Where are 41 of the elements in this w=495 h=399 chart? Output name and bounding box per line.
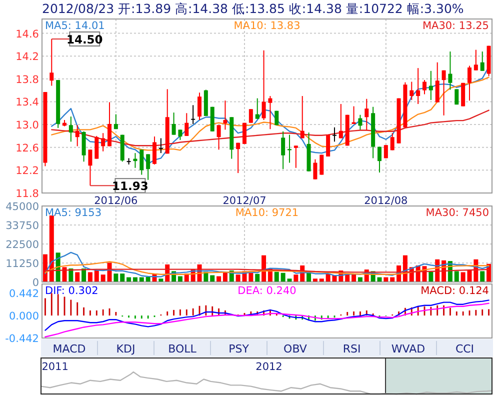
y-tick-label: 12.6 [16, 142, 40, 154]
text: DIF: 0.302 [45, 285, 98, 297]
x-tick-label: 2011 [42, 361, 68, 373]
category-label: WVAD [391, 342, 426, 356]
category-label: KDJ [116, 342, 136, 356]
series-label: MACD: 0.124 [420, 285, 490, 297]
x-tick-label: 2012/07 [222, 195, 266, 207]
y-tick-label: 33750 [6, 220, 39, 232]
x-tick-label: 2012 [256, 361, 282, 373]
category-label: OBV [284, 342, 308, 356]
y-tick-label: 0 [32, 277, 39, 289]
category-label: PSY [228, 342, 250, 356]
chart-title: 2012/08/23 开:13.89 高:14.38 低:13.85 收:14.38 量:10722 幅:3.30% [42, 1, 464, 16]
y-tick-label: 14.6 [16, 28, 40, 40]
y-tick-label: 14.2 [16, 51, 39, 64]
annotation: 11.93 [112, 179, 148, 194]
y-tick-label: 13.0 [16, 120, 39, 132]
category-label: CCI [455, 342, 474, 356]
y-tick-label: 0.000 [8, 310, 39, 323]
text: MA30: 13.25 [422, 20, 489, 32]
category-label: BOLL [168, 342, 198, 356]
category-label: MACD [52, 342, 86, 356]
series-label: DEA: 0.240 [238, 285, 296, 297]
text: MA10: 9721 [235, 207, 299, 219]
y-tick-label: 13.8 [16, 74, 39, 86]
y-tick-label: -0.442 [5, 333, 39, 345]
x-tick-label: 2012/06 [94, 195, 138, 207]
annotation: 14.50 [66, 32, 103, 46]
x-tick-label: 2012/08 [364, 195, 408, 207]
y-tick-label: 22500 [6, 239, 39, 251]
text: MA10: 13.83 [234, 20, 300, 32]
y-tick-label: 0.442 [8, 288, 39, 300]
text: MA5: 9153 [45, 207, 102, 219]
text: MA30: 7450 [426, 207, 489, 219]
category-label: RSI [342, 342, 361, 356]
y-tick-label: 11.8 [16, 188, 39, 200]
text: MA5: 14.01 [45, 20, 105, 32]
y-tick-label: 45000 [6, 201, 39, 213]
y-tick-label: 12.2 [16, 165, 39, 178]
y-tick-label: 11250 [6, 258, 39, 270]
y-tick-label: 13.4 [16, 96, 40, 109]
